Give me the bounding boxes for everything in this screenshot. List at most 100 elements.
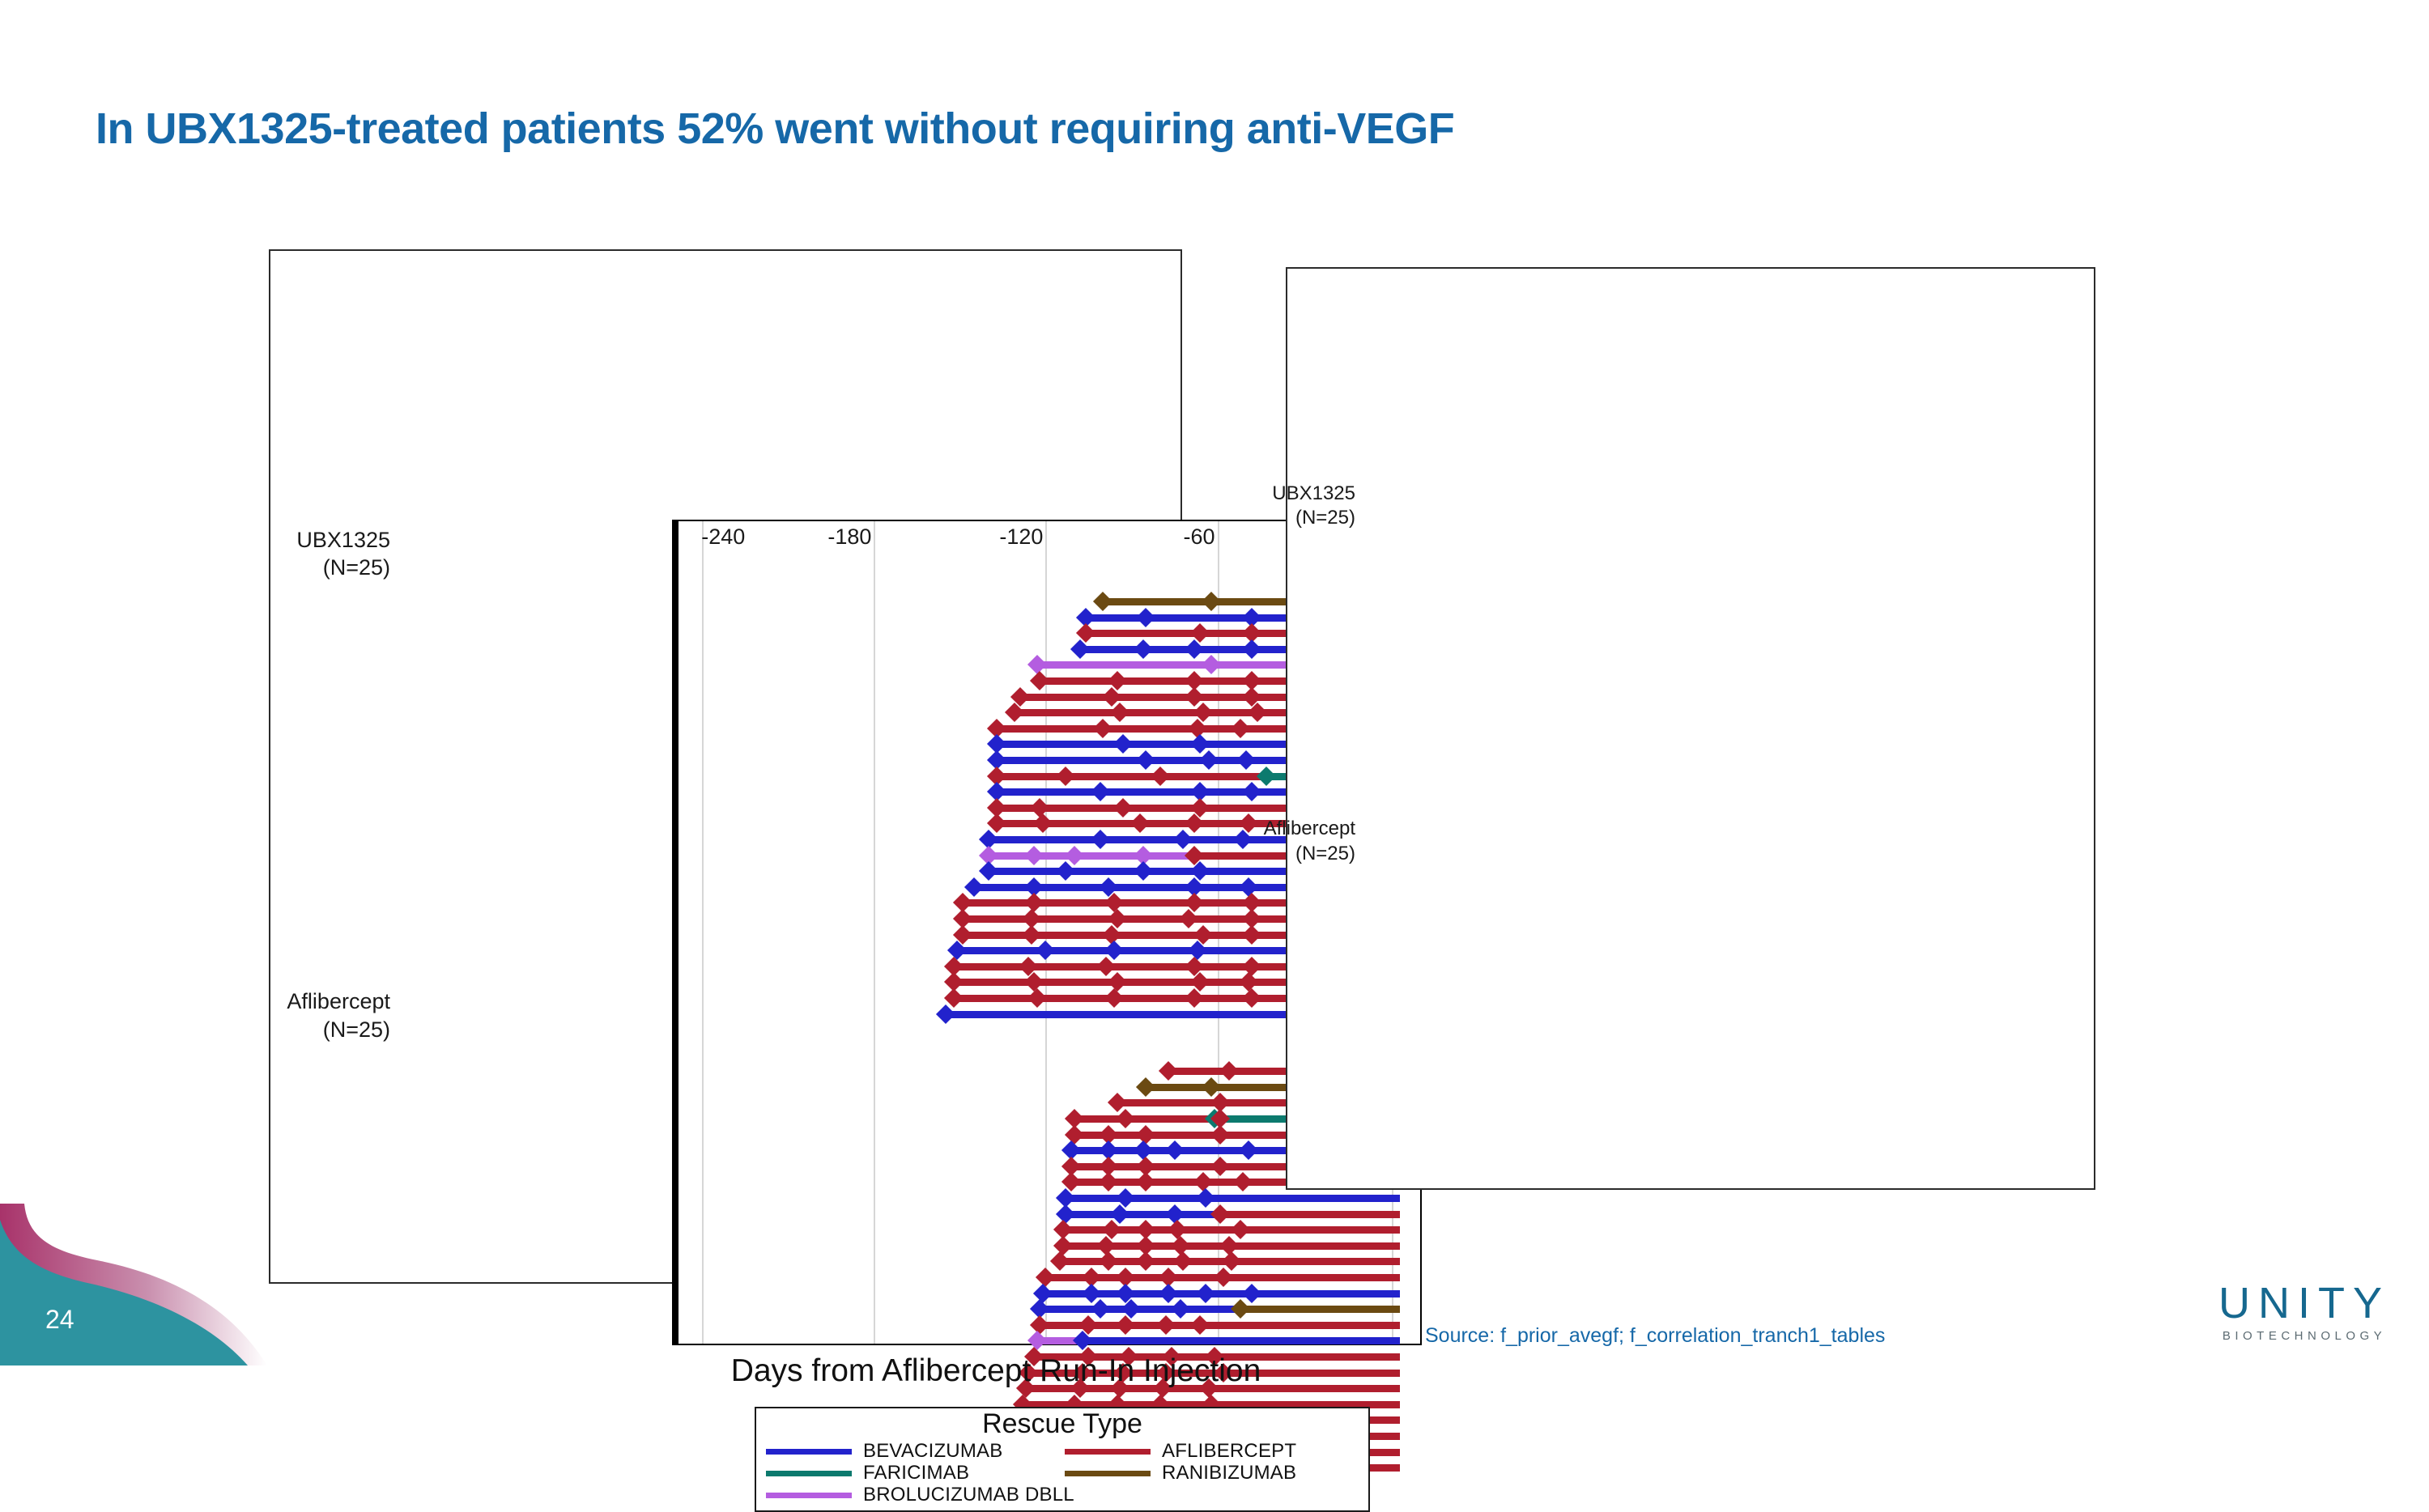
bar-marker: [1236, 750, 1256, 771]
bar-marker: [1173, 1251, 1193, 1272]
bar-marker: [1179, 908, 1199, 929]
bar-marker: [1021, 924, 1041, 945]
bar-segment: [997, 772, 1266, 780]
bar-marker: [1136, 750, 1156, 771]
bar-segment: [1117, 1099, 1400, 1107]
bar-marker: [1136, 1077, 1156, 1097]
rescue-type-legend-items: BEVACIZUMAB AFLIBERCEPT FARICIMAB RANIBIZUM…: [756, 1439, 1368, 1506]
group-label-line: (N=25): [322, 555, 390, 580]
bar-segment-tail: [1240, 1306, 1400, 1314]
bar-marker: [1110, 703, 1130, 723]
bar-marker: [1193, 1172, 1213, 1192]
bar-marker: [1095, 1235, 1116, 1255]
bar-marker: [1185, 987, 1205, 1009]
bar-segment: [988, 836, 1400, 843]
bar-marker: [1101, 924, 1121, 945]
bar-marker: [1230, 1220, 1250, 1240]
bar-marker: [1164, 1140, 1185, 1161]
group-label-line: UBX1325: [296, 527, 390, 552]
bar-marker: [1136, 1172, 1156, 1192]
bar-marker: [1104, 941, 1125, 961]
left-chart-group-label-aflibercept: Aflibercept (N=25): [287, 987, 390, 1043]
bar-marker: [1056, 861, 1076, 881]
unity-logo-tagline: BIOTECHNOLOGY: [2222, 1329, 2387, 1343]
group-label-line: UBX1325: [1272, 482, 1355, 504]
swoosh-teal: [0, 1220, 248, 1365]
bar-segment: [962, 899, 1400, 907]
bar-segment: [997, 757, 1400, 764]
bar-marker: [1036, 1267, 1056, 1287]
bar-marker: [1024, 845, 1044, 865]
left-chart-group-label-ubx1325: UBX1325 (N=25): [296, 526, 390, 582]
left-chart-x-axis-title: Days from Aflibercept Run-In Injection: [730, 1353, 1261, 1388]
source-note: Source: f_prior_avegf; f_correlation_tra…: [1425, 1324, 1886, 1347]
bar-marker: [947, 941, 967, 961]
legend-swatch: [766, 1470, 852, 1476]
bar-marker: [964, 877, 985, 897]
rescue-type-legend-title: Rescue Type: [982, 1408, 1142, 1439]
group-label-line: Aflibercept: [287, 989, 390, 1014]
legend-swatch: [766, 1448, 852, 1455]
bar-marker: [1027, 987, 1047, 1009]
right-chart-group-label-aflibercept: Aflibercept (N=25): [1264, 817, 1355, 866]
bar-marker: [1104, 987, 1125, 1009]
legend-swatch: [766, 1492, 852, 1498]
page-number: 24: [45, 1305, 74, 1334]
bar-segment: [1074, 1131, 1400, 1139]
bar-marker: [1196, 1187, 1216, 1208]
bar-segment: [1040, 1321, 1400, 1329]
legend-label: BROLUCIZUMAB DBLL: [863, 1484, 1074, 1506]
unity-logo-wordmark: UNITY: [2218, 1279, 2390, 1327]
bar-segment: [1066, 1210, 1221, 1218]
bar-marker: [1170, 1299, 1190, 1319]
bar-marker: [1185, 639, 1205, 659]
bar-segment: [945, 1010, 1400, 1018]
slide: In UBX1325-treated patients 52% went wit…: [0, 104, 2390, 1512]
bar-marker: [1185, 813, 1205, 834]
group-label-line: (N=25): [322, 1017, 390, 1042]
bar-segment: [1071, 1162, 1400, 1170]
bar-marker: [1230, 1299, 1250, 1319]
bar-marker: [1090, 1299, 1110, 1319]
left-chart-xtick-label: -60: [1183, 525, 1215, 549]
bar-marker: [1130, 813, 1151, 834]
bar-marker: [1219, 1061, 1239, 1081]
legend-item: BEVACIZUMAB: [766, 1440, 1065, 1463]
bar-segment: [1103, 598, 1400, 605]
bar-marker: [1213, 1267, 1233, 1287]
group-label-line: Aflibercept: [1263, 818, 1355, 840]
bar-marker: [1241, 956, 1261, 976]
bar-marker: [1136, 1124, 1156, 1145]
bar-marker: [1095, 956, 1116, 976]
legend-label: FARICIMAB: [863, 1462, 970, 1484]
bar-marker: [1050, 1251, 1070, 1272]
bar-segment: [1071, 1147, 1400, 1155]
bar-marker: [1116, 1315, 1136, 1335]
bar-segment: [1168, 1068, 1400, 1076]
bar-marker: [1099, 1172, 1119, 1192]
legend-swatch: [1065, 1470, 1151, 1476]
legend-item: BROLUCIZUMAB DBLL: [766, 1484, 1074, 1506]
bar-marker: [1099, 1251, 1119, 1272]
page-title: In UBX1325-treated patients 52% went wit…: [96, 104, 1455, 153]
bar-marker: [1219, 1235, 1239, 1255]
legend-item: FARICIMAB: [766, 1462, 1065, 1484]
legend-label: RANIBIZUMAB: [1162, 1462, 1297, 1484]
bar-segment: [954, 962, 1400, 970]
legend-item: RANIBIZUMAB: [1065, 1462, 1363, 1484]
bar-marker: [1090, 829, 1110, 850]
legend-item: AFLIBERCEPT: [1065, 1440, 1363, 1463]
bar-marker: [1230, 718, 1250, 738]
legend-label: AFLIBERCEPT: [1162, 1440, 1297, 1463]
bar-segment: [1079, 645, 1400, 653]
bar-marker: [1173, 829, 1193, 850]
bar-marker: [1159, 1283, 1179, 1303]
bar-marker: [1064, 845, 1084, 865]
bar-marker: [987, 813, 1007, 834]
bar-segment: [954, 995, 1400, 1002]
bar-segment: [1146, 1083, 1400, 1091]
bar-marker: [1090, 782, 1110, 802]
bar-marker: [1027, 1331, 1047, 1351]
bar-marker: [1053, 1235, 1073, 1255]
corner-swoosh-decoration: [0, 1204, 267, 1365]
